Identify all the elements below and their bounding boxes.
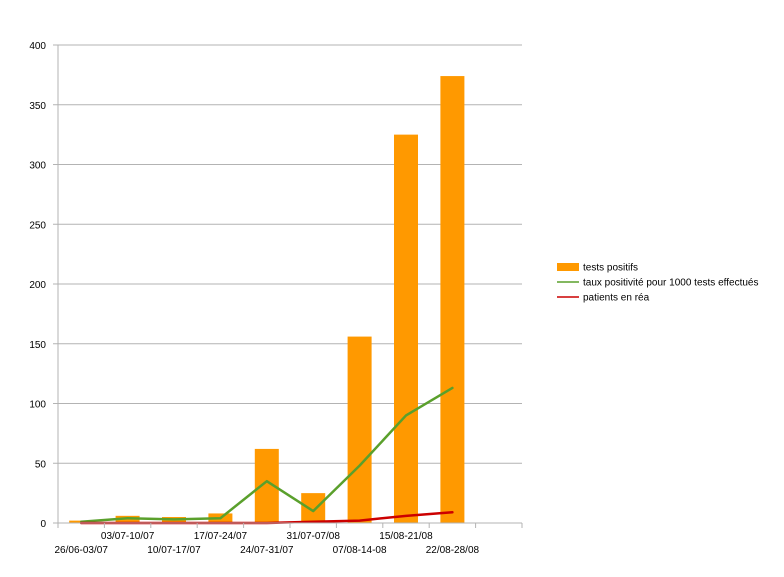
- bar-tests-positifs: [440, 76, 465, 523]
- y-tick-label: 200: [29, 280, 46, 291]
- x-tick-label: 24/07-31/07: [240, 545, 294, 556]
- y-tick-label: 150: [29, 340, 46, 351]
- y-tick-label: 0: [40, 519, 46, 530]
- bar-tests-positifs: [347, 336, 372, 523]
- y-tick-label: 100: [29, 400, 46, 411]
- legend-label: patients en réa: [583, 293, 650, 304]
- legend-label: taux positivité pour 1000 tests effectué…: [583, 278, 758, 289]
- x-tick-label: 22/08-28/08: [426, 545, 480, 556]
- y-tick-label: 250: [29, 220, 46, 231]
- legend: tests positifs taux positivité pour 1000 …: [557, 263, 758, 304]
- bar-tests-positifs: [301, 493, 326, 523]
- x-tick-label: 17/07-24/07: [194, 531, 248, 542]
- bar-tests-positifs: [254, 448, 279, 523]
- series-line-1: [79, 386, 454, 524]
- y-tick-label: 350: [29, 101, 46, 112]
- y-tick-label: 400: [29, 41, 46, 52]
- y-tick-label: 300: [29, 161, 46, 172]
- legend-label: tests positifs: [583, 263, 638, 274]
- x-tick-label: 03/07-10/07: [101, 531, 155, 542]
- x-tick-label: 15/08-21/08: [379, 531, 433, 542]
- y-tick-label: 50: [35, 459, 47, 470]
- axes: 0 50 100 150 200 250 300 350 400 26/06-03/07 03/07…: [29, 41, 523, 556]
- gridlines: [58, 44, 522, 524]
- legend-swatch: [557, 263, 579, 271]
- x-tick-label: 10/07-17/07: [147, 545, 201, 556]
- bar-tests-positifs: [394, 134, 418, 523]
- x-tick-label: 26/06-03/07: [55, 545, 109, 556]
- x-tick-label: 07/08-14-08: [333, 545, 387, 556]
- bar-series: [69, 76, 465, 523]
- x-tick-label: 31/07-07/08: [287, 531, 341, 542]
